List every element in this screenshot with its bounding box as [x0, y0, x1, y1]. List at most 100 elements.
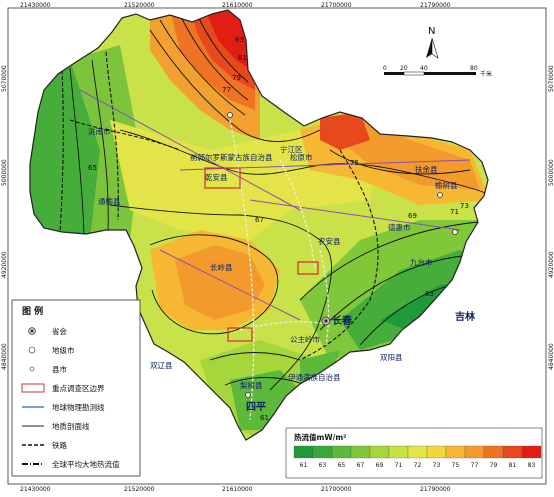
heat-legend-swatch-67 — [350, 445, 371, 459]
heat-legend-label-61: 61 — [300, 462, 308, 469]
right-tick-4: 4840000 — [548, 343, 554, 370]
place-yitong: 伊通满族自治县 — [288, 372, 341, 382]
contour-label-73: 73 — [460, 202, 469, 210]
city-marker-songyuan — [227, 112, 233, 118]
scale-label-20: 20 — [400, 65, 408, 72]
legend-box: 图 例 省会 地级市 县市 重点调查区边界 地球物理勘测线 地质剖面线 铁路 全… — [11, 299, 141, 477]
heat-legend-label-69: 69 — [376, 462, 384, 469]
survey-area-huaide — [227, 327, 253, 342]
right-tick-3: 4920000 — [548, 251, 554, 278]
contour-label-77: 77 — [222, 86, 231, 94]
place-ningjiang: 宁江区 — [280, 144, 303, 154]
place-shuangliao: 双辽县 — [150, 361, 173, 370]
heat-legend-label-63: 63 — [319, 462, 327, 469]
place-dehui: 德惠市 — [388, 222, 411, 232]
bottom-tick-4: 21700000 — [321, 486, 352, 493]
place-tongyu: 通榆县 — [98, 196, 121, 206]
place-qianan: 乾安县 — [205, 172, 228, 182]
legend-label-global-heat: 全球平均大地热流值 — [52, 459, 120, 469]
legend-label-county: 县市 — [52, 364, 67, 374]
heat-legend-swatch-81 — [502, 445, 523, 459]
legend-prefecture-icon — [28, 346, 36, 354]
bottom-tick-5: 21790000 — [420, 486, 451, 493]
place-lishu: 梨树县 — [240, 380, 263, 390]
place-jiutai: 九台市 — [410, 257, 433, 267]
top-tick-2: 21520000 — [124, 2, 155, 9]
top-tick-3: 21610000 — [222, 2, 253, 9]
place-yushu: 榆树县 — [435, 180, 458, 190]
contour-label-71: 71 — [450, 208, 459, 216]
contour-label-65: 65 — [88, 164, 97, 172]
left-tick-3: 4920000 — [1, 251, 8, 278]
bottom-tick-2: 21520000 — [124, 486, 155, 493]
top-tick-5: 21790000 — [420, 2, 451, 9]
right-tick-1: 5070000 — [548, 65, 554, 92]
heat-legend-label-67: 67 — [357, 462, 365, 469]
heat-legend-labels: 61 63 65 67 69 71 72 73 75 77 79 81 83 — [300, 462, 536, 469]
contour-label-69: 69 — [408, 212, 417, 220]
left-tick-1: 5070000 — [1, 65, 8, 92]
capital-marker-dot — [324, 319, 328, 323]
heat-legend-swatch-63 — [312, 445, 333, 459]
heat-legend-label-73: 73 — [433, 462, 441, 469]
heat-legend-label-71: 71 — [395, 462, 403, 469]
roads — [229, 119, 331, 421]
city-marker-yushu — [437, 192, 443, 198]
heat-legend-swatch-75 — [445, 445, 466, 459]
legend-label-survey-area: 重点调查区边界 — [52, 383, 105, 393]
bottom-tick-3: 21610000 — [222, 486, 253, 493]
legend-label-profile: 地质剖面线 — [52, 421, 90, 431]
region-outline — [29, 9, 489, 441]
city-marker-siping — [245, 392, 251, 398]
railways — [59, 51, 379, 361]
contour-label-79: 79 — [232, 74, 241, 82]
survey-area-nongan — [297, 261, 319, 275]
heat-legend-swatch-73 — [426, 445, 447, 459]
heat-legend-label-77: 77 — [471, 462, 479, 469]
place-nongan: 农安县 — [318, 236, 341, 246]
contour-label-67: 67 — [255, 216, 264, 224]
heat-legend-label-83: 83 — [528, 462, 536, 469]
place-gongzhuling: 公主岭市 — [290, 334, 320, 344]
top-tick-4: 21700000 — [321, 2, 352, 9]
heat-legend-swatch-79 — [483, 445, 504, 459]
survey-area-qianan — [204, 167, 241, 189]
place-jilin: 吉林 — [455, 310, 476, 323]
scale-label-0: 0 — [383, 65, 387, 72]
heat-legend-title: 热流值mW/m² — [294, 432, 346, 442]
heat-legend-swatch-65 — [331, 445, 352, 459]
place-changling: 长岭县 — [210, 262, 233, 272]
bottom-tick-1: 21430000 — [20, 486, 51, 493]
heat-legend-label-79: 79 — [490, 462, 498, 469]
heat-legend-swatch-72 — [407, 445, 428, 459]
legend-title: 图 例 — [22, 305, 43, 317]
heat-legend-swatch-61 — [293, 445, 314, 459]
contour-label-75: 75 — [350, 159, 359, 167]
heat-legend-label-75: 75 — [452, 462, 460, 469]
heat-legend-label-65: 65 — [338, 462, 346, 469]
heat-legend-swatches — [293, 445, 542, 459]
scale-unit: 千米 — [480, 70, 492, 78]
legend-survey-area-icon — [21, 383, 45, 393]
contour-label-83: 83 — [235, 36, 244, 44]
heat-legend-swatch-69 — [369, 445, 390, 459]
place-qianguo: 前郭尔罗斯蒙古族自治县 — [190, 152, 273, 162]
legend-label-prefecture: 地级市 — [52, 345, 75, 355]
scale-label-40: 40 — [420, 65, 428, 72]
contour-label-63: 63 — [425, 290, 434, 298]
place-changchun: 长春 — [332, 314, 352, 327]
place-fuyu: 扶余县 — [415, 164, 438, 174]
north-arrow-icon — [426, 37, 439, 59]
legend-label-railway: 铁路 — [52, 440, 67, 450]
left-tick-2: 5000000 — [1, 159, 8, 186]
place-shuangyang: 双阳县 — [380, 353, 403, 362]
scale-label-80: 80 — [470, 65, 478, 72]
heat-legend-swatch-77 — [464, 445, 485, 459]
place-taonan: 洮南市 — [88, 126, 111, 136]
city-marker-jilin — [452, 229, 458, 235]
north-label: N — [428, 26, 435, 37]
heat-legend-label-81: 81 — [509, 462, 517, 469]
scale-bar — [384, 71, 476, 76]
